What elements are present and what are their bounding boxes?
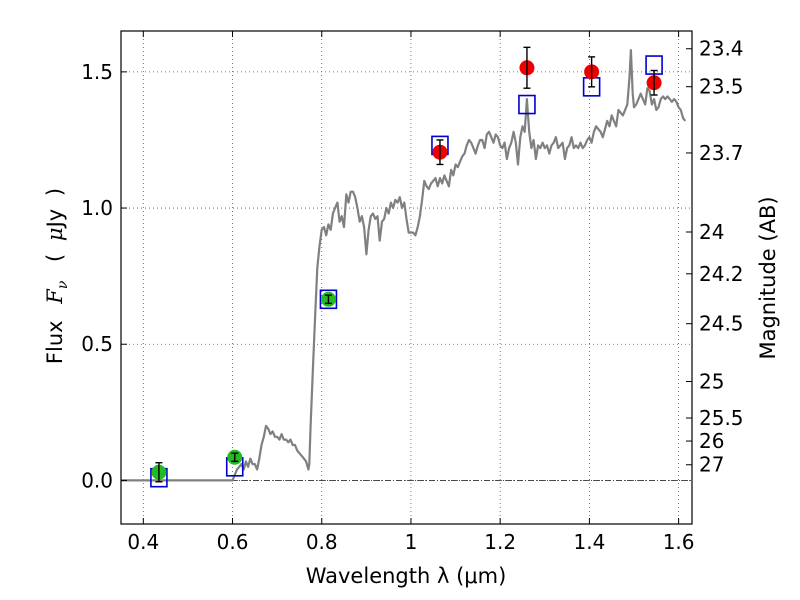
x-tick-label: 1 (405, 530, 418, 554)
x-tick-label: 1.2 (484, 530, 516, 554)
magnitude-tick-label: 24.5 (699, 312, 744, 336)
x-tick-label: 0.8 (306, 530, 338, 554)
y-axis-label: Flux Fν ( μJy ) (43, 188, 72, 364)
spectrum-line (121, 49, 687, 482)
spectrum (121, 49, 687, 482)
y-tick-label: 1.5 (81, 60, 113, 84)
x-ticks: 0.4 0.6 0.8 1 1.2 1.4 1.6 (127, 31, 695, 554)
x-tick-label: 1.6 (663, 530, 695, 554)
magnitude-tick-label: 25.5 (699, 406, 744, 430)
magnitude-tick-label: 24.2 (699, 262, 744, 286)
x-tick-label: 0.6 (217, 530, 249, 554)
y-tick-label: 1.0 (81, 196, 113, 220)
magnitude-tick-label: 25 (699, 370, 724, 394)
y-axis-right-label: Magnitude (AB) (756, 196, 780, 359)
magnitude-tick-label: 24 (699, 220, 724, 244)
magnitude-tick-label: 23.4 (699, 37, 744, 61)
y-tick-label: 0.0 (81, 468, 113, 492)
y-ticks: 0.0 0.5 1.0 1.5 (81, 60, 127, 492)
model-square (518, 94, 536, 115)
x-tick-label: 1.4 (573, 530, 605, 554)
infrared-photometry (432, 46, 662, 166)
optical-photometry (151, 291, 336, 483)
x-axis-label: Wavelength λ (μm) (306, 564, 507, 588)
magnitude-tick-label: 23.7 (699, 141, 744, 165)
model-square (319, 289, 338, 310)
y-tick-label: 0.5 (81, 332, 113, 356)
magnitude-tick-label: 27 (699, 453, 724, 477)
magnitude-tick-label: 26 (699, 429, 724, 453)
x-tick-label: 0.4 (127, 530, 159, 554)
magnitude-tick-label: 23.5 (699, 75, 744, 99)
plot-frame (120, 30, 693, 525)
